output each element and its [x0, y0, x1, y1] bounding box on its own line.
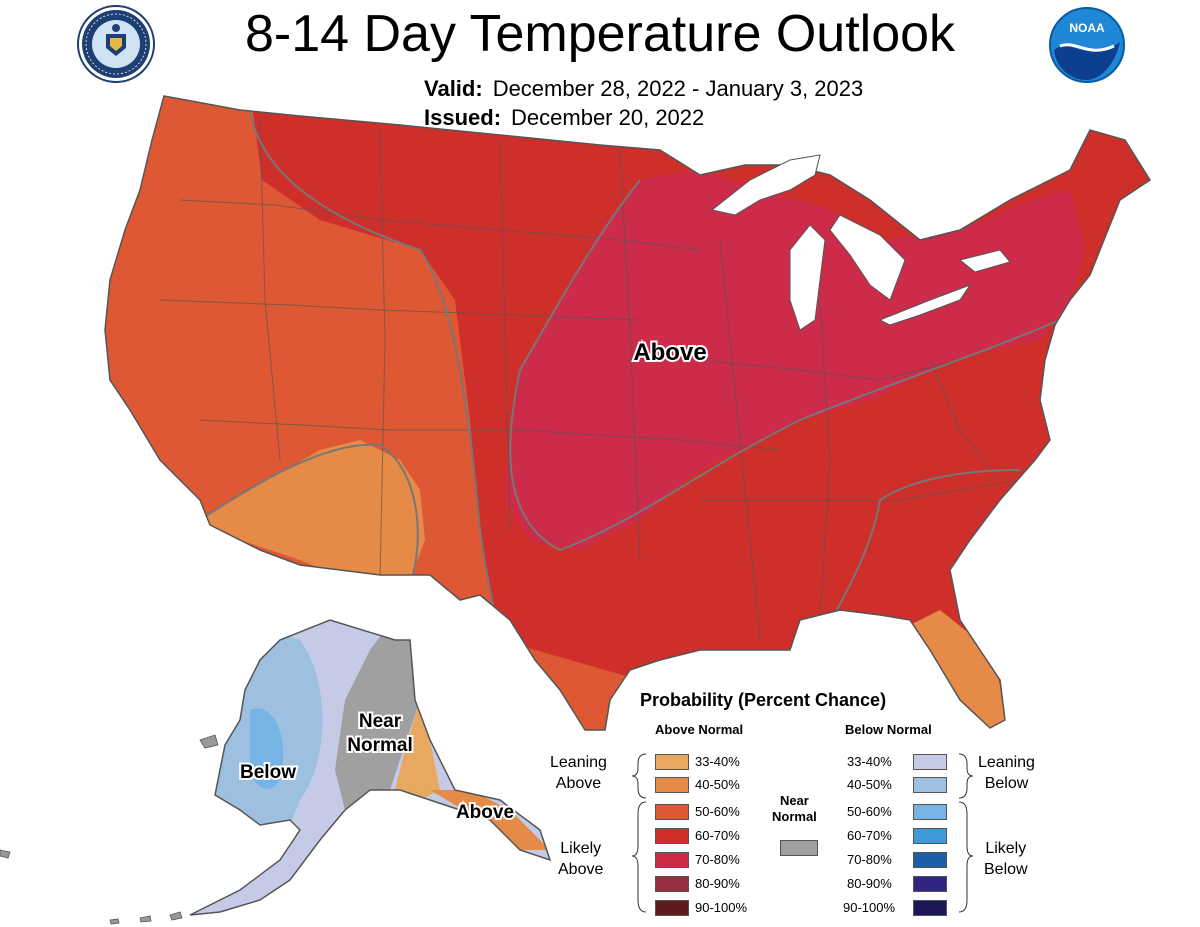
conus-region-70-80 — [505, 170, 1085, 550]
lake-michigan — [789, 224, 826, 331]
valid-value: December 28, 2022 - January 3, 2023 — [492, 76, 864, 101]
probability-legend: Probability (Percent Chance) Above Norma… — [540, 690, 1035, 925]
conus-outline — [104, 95, 1152, 731]
lake-superior — [710, 154, 821, 216]
legend-title: Probability (Percent Chance) — [640, 690, 887, 710]
aleutian-islands — [0, 734, 219, 925]
below-brackets — [958, 753, 974, 913]
alaska-above-label: Above — [456, 802, 514, 823]
likely-above-label: Likely Above — [558, 840, 604, 878]
conus-above-label: Above — [633, 339, 706, 366]
lake-ontario — [958, 249, 1011, 273]
legend-above-header: Above Normal — [655, 722, 744, 737]
issued-label: Issued: — [424, 105, 502, 130]
leaning-below-label: Leaning Below — [978, 754, 1035, 792]
legend-below-header: Below Normal — [845, 722, 932, 737]
noaa-text: NOAA — [1069, 21, 1105, 35]
leaning-above-label: Leaning Above — [550, 754, 607, 792]
alaska-near-normal-label-2: Normal — [347, 735, 412, 756]
conus-region-40-50-sw — [200, 440, 425, 585]
issued-row: Issued: December 20, 2022 — [424, 103, 863, 132]
ak-region-33-40-above — [395, 700, 440, 800]
page-title: 8-14 Day Temperature Outlook — [244, 5, 956, 63]
state-boundaries — [159, 119, 1021, 641]
valid-row: Valid: December 28, 2022 - January 3, 202… — [424, 74, 863, 103]
lake-huron — [829, 214, 906, 301]
ak-region-50-60-below — [250, 708, 284, 789]
date-block: Valid: December 28, 2022 - January 3, 202… — [424, 74, 863, 132]
alaska-outline — [189, 619, 552, 916]
conus-region-40-50-fl — [900, 610, 1010, 730]
near-normal-label: Near Normal — [772, 793, 817, 824]
ak-region-near-normal — [335, 630, 420, 810]
valid-label: Valid: — [424, 76, 483, 101]
alaska-near-normal-label-1: Near — [359, 711, 402, 732]
above-brackets — [631, 753, 647, 913]
lake-erie — [878, 283, 972, 326]
near-normal-swatch — [780, 840, 818, 856]
issued-value: December 20, 2022 — [511, 105, 705, 130]
noaa-logo-icon: NOAA — [1049, 7, 1125, 83]
doc-seal-icon — [77, 5, 155, 83]
alaska-below-label: Below — [240, 762, 296, 783]
great-lakes — [710, 154, 1011, 331]
likely-below-label: Likely Below — [984, 840, 1028, 878]
